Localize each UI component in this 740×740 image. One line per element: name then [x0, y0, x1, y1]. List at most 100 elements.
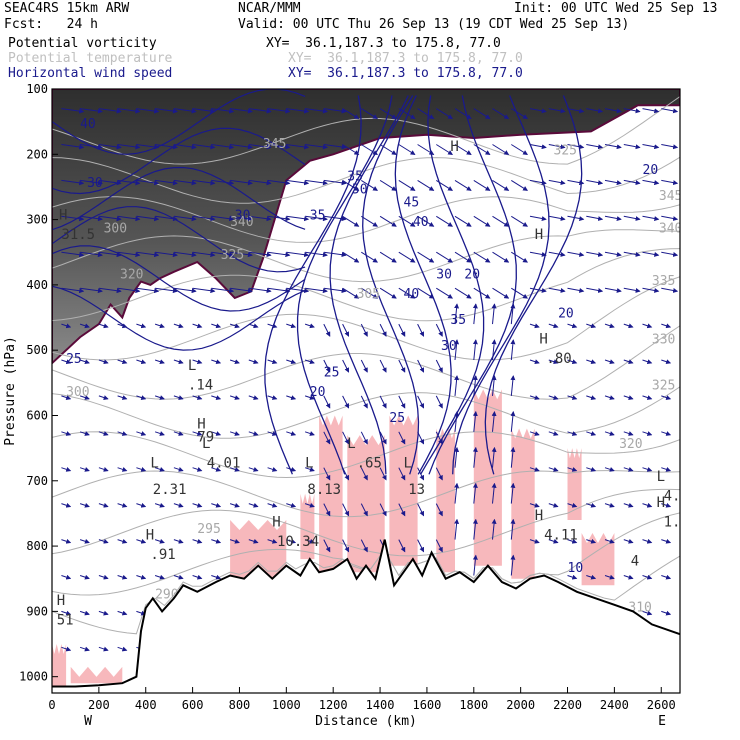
- y-tick-label: 200: [26, 147, 48, 161]
- wind-vector: [492, 144, 510, 155]
- positive-pv-patch: [581, 533, 615, 586]
- wind-vector: [642, 251, 660, 257]
- wind-vector: [323, 359, 331, 373]
- wind-vector: [136, 467, 147, 472]
- wind-vector: [360, 395, 368, 409]
- wind-vector: [548, 467, 559, 472]
- wind-vector: [473, 179, 491, 191]
- wind-vector: [286, 215, 310, 222]
- pv-label: .14: [188, 377, 213, 393]
- wind-vector: [417, 108, 435, 120]
- wind-vector: [154, 359, 165, 365]
- wind-vector: [436, 144, 454, 155]
- theta-label: 320: [619, 437, 642, 452]
- wind-vector: [548, 287, 566, 293]
- wind-vector: [379, 359, 387, 373]
- pv-label: .80: [546, 351, 571, 367]
- wind-speed-label: 25: [66, 352, 82, 367]
- wind-vector: [398, 323, 406, 337]
- plot-frame: [51, 88, 681, 694]
- wind-vector: [117, 215, 141, 222]
- wind-vector: [623, 251, 641, 257]
- wind-vector: [604, 395, 615, 400]
- wind-vector: [548, 215, 566, 221]
- wind-vector: [586, 251, 604, 257]
- wind-vector: [98, 251, 122, 258]
- wind-vector: [510, 518, 516, 540]
- wind-vector: [173, 251, 197, 258]
- wind-speed-label: 40: [413, 215, 429, 230]
- wind-vector: [117, 610, 128, 616]
- wind-vector: [472, 554, 478, 576]
- wind-vector: [604, 431, 615, 436]
- theta-label: 325: [221, 248, 244, 263]
- pv-label: H: [272, 515, 280, 531]
- wind-vector: [604, 467, 615, 472]
- wind-vector: [604, 538, 615, 544]
- wind-vector: [98, 646, 109, 652]
- isotach-line: [329, 95, 409, 475]
- theta-label: 295: [197, 522, 220, 537]
- pv-label: .65: [357, 456, 382, 472]
- wind-vector: [492, 179, 510, 191]
- wind-vector: [342, 287, 360, 299]
- wind-vector: [342, 431, 350, 445]
- wind-vector: [398, 359, 406, 373]
- wind-vector: [342, 251, 360, 263]
- wind-vector: [661, 431, 672, 436]
- wind-vector: [173, 179, 197, 186]
- wind-vector: [548, 144, 566, 150]
- wind-vector: [586, 287, 604, 293]
- wind-vector: [472, 410, 478, 432]
- positive-pv-patch: [389, 415, 418, 566]
- wind-vector: [642, 287, 660, 293]
- wind-vector: [435, 467, 443, 481]
- wind-vector: [173, 108, 197, 114]
- wind-speed-label: 25: [389, 411, 405, 426]
- wind-vector: [173, 502, 184, 508]
- wind-vector: [117, 467, 128, 472]
- wind-vector: [155, 179, 178, 186]
- wind-vector: [79, 323, 90, 329]
- wind-vector: [79, 574, 90, 580]
- wind-vector: [98, 574, 109, 580]
- wind-vector: [323, 503, 331, 517]
- x-axis-title: Distance (km): [315, 714, 417, 729]
- y-tick-label: 600: [26, 408, 48, 422]
- wind-vector: [248, 215, 272, 222]
- wind-vector: [604, 108, 622, 114]
- wind-vector: [417, 503, 425, 517]
- isentrope-line: [52, 229, 680, 283]
- wind-vector: [642, 144, 660, 150]
- wind-vector: [661, 395, 672, 400]
- legend-wind-xy: XY= 36.1,187.3 to 175.8, 77.0: [288, 66, 523, 81]
- wind-vector: [98, 431, 109, 436]
- wind-vector: [229, 467, 240, 472]
- wind-vector: [360, 359, 368, 373]
- x-tick-label: 800: [229, 698, 251, 712]
- wind-vector: [305, 251, 328, 258]
- wind-vector: [360, 323, 368, 337]
- wind-vector: [136, 431, 147, 436]
- wind-vector: [642, 610, 653, 616]
- wind-vector: [586, 179, 604, 186]
- wind-vector: [192, 215, 216, 222]
- pv-label: 10.34: [277, 534, 319, 550]
- wind-vector: [248, 108, 272, 114]
- wind-vector: [323, 395, 331, 409]
- wind-vector: [491, 339, 497, 361]
- init-time: Init: 00 UTC Wed 25 Sep 13: [514, 1, 718, 16]
- pv-label: 8.13: [307, 482, 341, 498]
- wind-vector: [604, 251, 622, 257]
- wind-vector: [642, 467, 653, 472]
- wind-vector: [117, 251, 141, 258]
- wind-vector: [61, 610, 72, 616]
- wind-vector: [117, 179, 141, 186]
- wind-vector: [267, 323, 278, 329]
- wind-vector: [529, 395, 540, 400]
- wind-vector: [211, 287, 235, 294]
- wind-vector: [61, 359, 72, 365]
- pv-label: 13: [408, 482, 425, 498]
- pv-label: 4.22: [664, 488, 698, 504]
- wind-speed-label: 20: [558, 307, 574, 322]
